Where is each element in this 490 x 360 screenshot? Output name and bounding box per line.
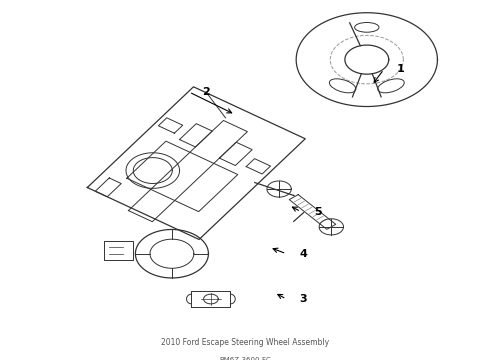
Text: 4: 4 <box>299 249 307 259</box>
Text: 3: 3 <box>300 294 307 304</box>
Text: BM6Z-3600-FC: BM6Z-3600-FC <box>219 357 271 360</box>
Text: 2: 2 <box>202 87 210 97</box>
Text: 1: 1 <box>397 64 405 74</box>
Text: 5: 5 <box>314 207 322 217</box>
Text: 2010 Ford Escape Steering Wheel Assembly: 2010 Ford Escape Steering Wheel Assembly <box>161 338 329 347</box>
Polygon shape <box>289 195 336 229</box>
